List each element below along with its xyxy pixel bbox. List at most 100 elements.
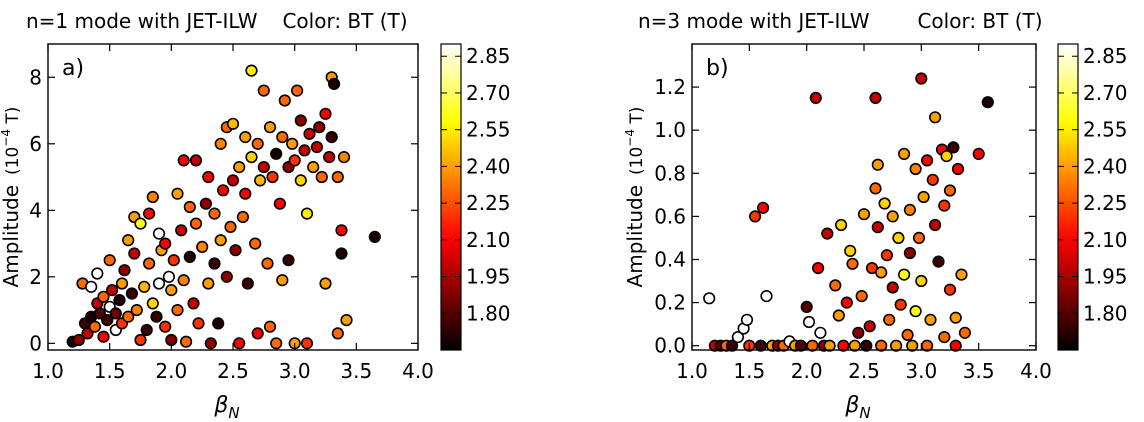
plot-area bbox=[48, 44, 418, 350]
data-point bbox=[278, 94, 291, 107]
data-point bbox=[159, 320, 172, 333]
data-point bbox=[871, 158, 884, 171]
data-point bbox=[871, 221, 884, 234]
data-point bbox=[81, 327, 94, 340]
x-tick-label: 1.0 bbox=[676, 359, 708, 383]
data-point bbox=[335, 224, 348, 237]
y-tick-label: 1.0 bbox=[654, 118, 686, 142]
data-point bbox=[754, 339, 767, 352]
x-tick-label: 1.5 bbox=[733, 359, 765, 383]
data-point bbox=[368, 230, 381, 243]
colorbar-tick-label: 2.70 bbox=[1083, 81, 1128, 105]
x-axis-label: βN bbox=[213, 393, 239, 422]
data-point bbox=[91, 267, 104, 280]
data-point bbox=[199, 197, 212, 210]
data-point bbox=[943, 283, 957, 296]
chart-title: n=1 mode with JET-ILW bbox=[26, 9, 258, 33]
data-point bbox=[192, 317, 205, 330]
data-point bbox=[855, 290, 868, 303]
data-point bbox=[972, 147, 985, 160]
data-point bbox=[261, 257, 274, 270]
data-point bbox=[832, 309, 845, 322]
data-point bbox=[97, 330, 110, 343]
colorbar-tick-label: 2.10 bbox=[1083, 228, 1128, 252]
data-point bbox=[196, 240, 209, 253]
data-point bbox=[949, 311, 962, 324]
data-point bbox=[897, 147, 911, 160]
data-point bbox=[233, 337, 246, 350]
data-point bbox=[903, 203, 917, 216]
data-point bbox=[323, 151, 336, 164]
data-point bbox=[171, 187, 184, 200]
data-point bbox=[72, 333, 85, 347]
data-point bbox=[263, 320, 277, 333]
x-tick-label: 2.0 bbox=[155, 359, 187, 383]
data-point bbox=[319, 107, 332, 120]
y-axis-label: Amplitude(10−4 T) bbox=[623, 107, 647, 288]
data-point bbox=[134, 217, 147, 230]
chart-title: n=3 mode with JET-ILW bbox=[638, 9, 870, 33]
data-point bbox=[236, 210, 249, 224]
data-point bbox=[122, 310, 135, 323]
data-point bbox=[760, 290, 773, 303]
data-point bbox=[903, 246, 917, 260]
data-point bbox=[214, 234, 227, 247]
y-tick-label: 2 bbox=[29, 265, 42, 289]
data-point bbox=[897, 268, 911, 281]
data-point bbox=[852, 326, 865, 339]
colorbar-tick-label: 2.25 bbox=[1083, 191, 1128, 215]
data-point bbox=[189, 217, 203, 230]
data-point bbox=[821, 227, 834, 240]
data-point bbox=[325, 131, 338, 144]
data-point bbox=[951, 162, 965, 176]
data-point bbox=[875, 266, 888, 279]
data-point bbox=[869, 182, 882, 195]
data-point bbox=[125, 287, 138, 300]
data-point bbox=[177, 154, 190, 167]
panel-n1: n=1 mode with JET-ILW Color: BT (T) 1.0 1.5… bbox=[0, 9, 511, 422]
data-point bbox=[809, 91, 822, 104]
data-point bbox=[171, 304, 184, 317]
data-point bbox=[924, 313, 937, 326]
data-point bbox=[266, 170, 279, 184]
data-point bbox=[844, 244, 857, 257]
data-point bbox=[915, 72, 928, 85]
data-point bbox=[894, 298, 907, 311]
data-point bbox=[212, 317, 225, 330]
data-point bbox=[335, 247, 348, 260]
data-point bbox=[270, 147, 283, 160]
data-point bbox=[892, 231, 905, 244]
data-point bbox=[938, 331, 951, 344]
data-point bbox=[731, 331, 745, 344]
y-axis-label: Amplitude(10−4 T) bbox=[0, 107, 23, 288]
data-point bbox=[300, 337, 314, 350]
colorbar-tick-label: 2.85 bbox=[1083, 44, 1128, 68]
data-point bbox=[208, 257, 221, 270]
colorbar-tick-label: 2.10 bbox=[466, 228, 511, 252]
data-point bbox=[829, 279, 842, 292]
scatter-points bbox=[703, 72, 994, 352]
data-point bbox=[909, 162, 922, 176]
data-point bbox=[932, 255, 945, 268]
data-point bbox=[307, 161, 320, 174]
data-point bbox=[88, 320, 101, 333]
data-point bbox=[958, 326, 972, 339]
data-point bbox=[878, 197, 891, 210]
data-point bbox=[938, 199, 951, 212]
data-point bbox=[823, 339, 836, 352]
data-point bbox=[880, 249, 894, 262]
data-point bbox=[328, 77, 341, 90]
data-point bbox=[241, 277, 254, 290]
y-tick-label: 0 bbox=[29, 331, 42, 355]
data-point bbox=[150, 310, 163, 323]
y-tick-label: 4 bbox=[29, 198, 42, 222]
data-point bbox=[748, 210, 762, 223]
data-point bbox=[152, 227, 166, 240]
data-point bbox=[291, 84, 304, 97]
x-tick-label: 1.0 bbox=[32, 359, 64, 383]
data-point bbox=[282, 254, 295, 267]
x-tick-label: 2.0 bbox=[791, 359, 823, 383]
colorbar-tick-label: 1.80 bbox=[466, 301, 511, 325]
data-point bbox=[315, 170, 328, 184]
data-point bbox=[177, 274, 190, 287]
